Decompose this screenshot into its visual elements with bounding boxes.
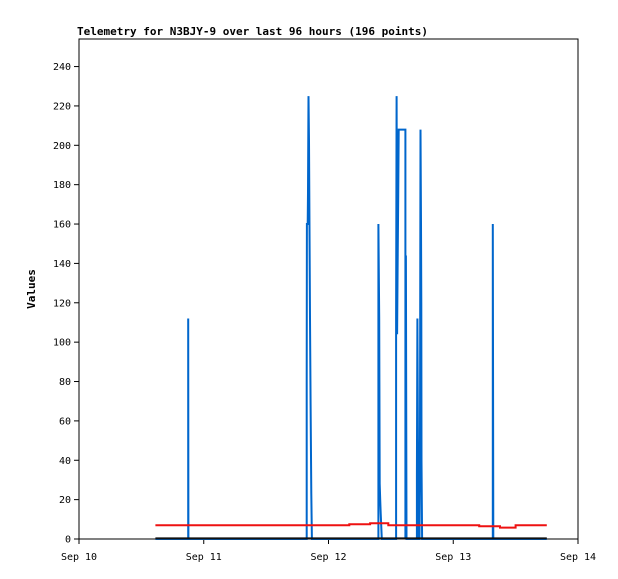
y-tick-label: 100 (53, 338, 71, 349)
chart-title: Telemetry for N3BJY-9 over last 96 hours… (77, 25, 428, 38)
x-tick-label: Sep 12 (310, 552, 346, 563)
series-line-2 (155, 522, 547, 529)
x-tick-label: Sep 13 (435, 552, 471, 563)
y-tick-label: 120 (53, 298, 71, 309)
plot-frame (78, 38, 579, 540)
x-tick-label: Sep 10 (61, 552, 97, 563)
y-tick-label: 60 (59, 416, 71, 427)
x-axis: Sep 10 Sep 11 Sep 12 Sep 13 Sep 14 (61, 539, 596, 563)
y-tick-label: 220 (53, 101, 71, 112)
y-tick-label: 140 (53, 259, 71, 270)
y-tick-label: 80 (59, 377, 71, 388)
series-line-1 (155, 96, 547, 540)
y-axis: 0 20 40 60 80 100 120 140 160 180 200 220 240 (53, 62, 79, 546)
y-tick-label: 180 (53, 180, 71, 191)
y-tick-label: 40 (59, 456, 71, 467)
y-tick-label: 160 (53, 220, 71, 231)
y-tick-label: 0 (65, 535, 71, 546)
x-tick-label: Sep 14 (560, 552, 596, 563)
series-layer (155, 96, 547, 540)
y-tick-label: 20 (59, 495, 71, 506)
x-tick-label: Sep 11 (186, 552, 222, 563)
y-tick-label: 240 (53, 62, 71, 73)
y-tick-label: 200 (53, 141, 71, 152)
y-axis-label: Values (25, 269, 38, 309)
